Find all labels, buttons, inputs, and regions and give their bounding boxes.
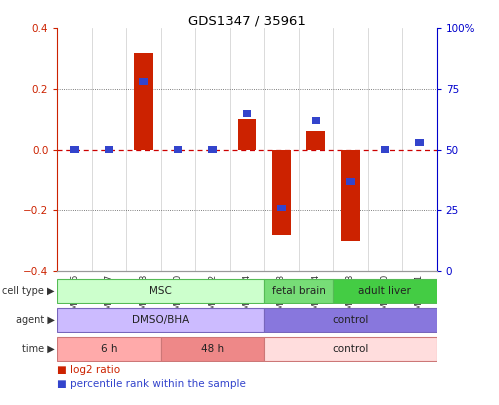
Text: 48 h: 48 h [201,344,224,354]
Bar [306,132,325,149]
Bar [341,149,360,241]
Bar [264,337,437,361]
Bar [238,119,256,149]
Text: ■ percentile rank within the sample: ■ percentile rank within the sample [57,379,247,389]
Bar [139,79,148,85]
Bar [57,279,264,303]
Bar [333,279,437,303]
Text: DMSO/BHA: DMSO/BHA [132,315,190,325]
Text: adult liver: adult liver [358,286,411,296]
Bar [381,146,389,153]
Bar [70,146,79,153]
Bar [105,146,113,153]
Bar [174,146,182,153]
Bar [208,146,217,153]
Bar [346,178,355,185]
Text: ■ log2 ratio: ■ log2 ratio [57,365,121,375]
Title: GDS1347 / 35961: GDS1347 / 35961 [188,14,306,27]
Text: control: control [332,315,369,325]
Text: agent ▶: agent ▶ [16,315,55,325]
Text: cell type ▶: cell type ▶ [2,286,55,296]
Bar [134,53,153,149]
Bar [415,139,424,146]
Bar [161,337,264,361]
Bar [57,308,264,332]
Text: fetal brain: fetal brain [272,286,326,296]
Text: control: control [332,344,369,354]
Bar [264,308,437,332]
Bar [57,337,161,361]
Bar [272,149,291,234]
Text: MSC: MSC [149,286,172,296]
Text: 6 h: 6 h [101,344,117,354]
Text: time ▶: time ▶ [22,344,55,354]
Bar [312,117,320,124]
Bar [243,110,251,117]
Bar [277,205,286,211]
Bar [264,279,333,303]
